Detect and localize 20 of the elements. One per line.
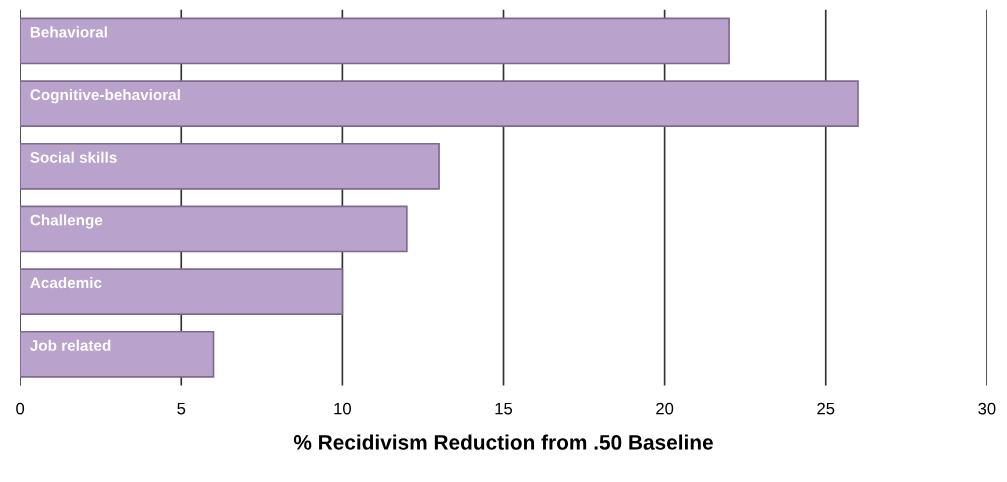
x-tick-label: 20 — [656, 402, 674, 415]
bar — [20, 80, 859, 128]
bar — [20, 330, 215, 378]
bar — [20, 268, 344, 316]
y-tick-label: Social skills — [30, 151, 117, 163]
x-tick-label: 25 — [817, 402, 835, 415]
bar — [20, 205, 408, 253]
x-tick-label: 5 — [177, 402, 186, 415]
y-tick-label: Job related — [30, 339, 111, 351]
y-tick-label: Behavioral — [30, 26, 107, 38]
bar — [20, 142, 440, 190]
x-tick-label: 30 — [978, 402, 996, 415]
y-tick-label: Challenge — [30, 214, 103, 229]
x-tick-label: 15 — [495, 402, 513, 415]
x-tick-label: 0 — [16, 402, 25, 415]
y-tick-label: Cognitive-behavioral — [30, 88, 180, 104]
x-tick-label: 10 — [334, 402, 351, 415]
y-tick-label: Academic — [30, 276, 102, 289]
x-axis-title: % Recidivism Reduction from .50 Baseline — [293, 434, 713, 450]
bar — [20, 17, 730, 65]
